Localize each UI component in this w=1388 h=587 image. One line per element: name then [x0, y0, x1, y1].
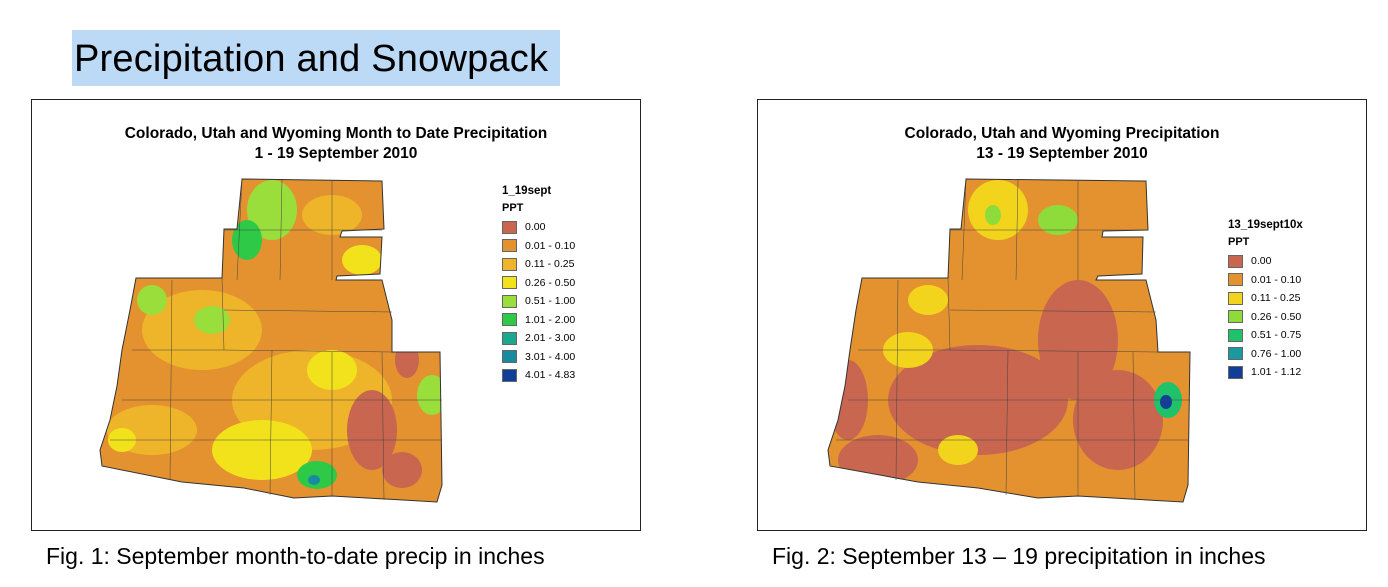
map-title-1-line1: Colorado, Utah and Wyoming Month to Date…	[124, 125, 548, 142]
legend-item: 2.01 - 3.00	[502, 329, 575, 348]
legend-swatch	[502, 294, 517, 308]
legend-item: 0.51 - 1.00	[502, 292, 575, 311]
legend-label: 0.01 - 0.10	[1251, 273, 1302, 286]
legend-swatch	[502, 350, 517, 364]
legend-1: 1_19sept PPT 0.00 0.01 - 0.10 0.11 - 0.25 0…	[502, 182, 575, 385]
legend-1-ppt: PPT	[502, 202, 524, 214]
legend-swatch	[1228, 291, 1243, 305]
legend-item: 0.00	[502, 218, 575, 237]
caption-fig-2: Fig. 2: September 13 – 19 precipitation …	[772, 543, 1266, 569]
legend-label: 0.01 - 0.10	[525, 239, 576, 252]
legend-label: 0.11 - 0.25	[1251, 292, 1301, 305]
legend-swatch	[1228, 347, 1243, 361]
legend-label: 0.76 - 1.00	[1251, 347, 1302, 360]
legend-item: 0.01 - 0.10	[502, 237, 575, 256]
legend-item: 0.26 - 0.50	[1228, 308, 1303, 327]
map-title-2-line1: Colorado, Utah and Wyoming Precipitation	[904, 125, 1220, 142]
legend-label: 0.51 - 1.00	[525, 295, 576, 308]
map-title-1-line2: 1 - 19 September 2010	[254, 145, 418, 162]
legend-item: 1.01 - 2.00	[502, 311, 575, 330]
legend-swatch	[502, 276, 517, 290]
precipitation-map-1	[99, 178, 443, 503]
legend-label: 4.01 - 4.83	[525, 369, 576, 382]
legend-swatch	[502, 220, 517, 234]
legend-swatch	[1228, 365, 1243, 379]
legend-label: 1.01 - 1.12	[1251, 366, 1302, 379]
legend-swatch	[1228, 254, 1243, 268]
legend-swatch	[1228, 310, 1243, 324]
legend-item: 3.01 - 4.00	[502, 348, 575, 367]
legend-item: 0.01 - 0.10	[1228, 271, 1303, 290]
legend-1-field: 1_19sept	[502, 185, 552, 197]
legend-item: 0.51 - 0.75	[1228, 326, 1303, 345]
precipitation-map-2	[827, 178, 1191, 503]
legend-item: 0.11 - 0.25	[502, 255, 575, 274]
legend-item: 0.76 - 1.00	[1228, 345, 1303, 364]
legend-swatch	[502, 239, 517, 253]
map-panel-1: Colorado, Utah and Wyoming Month to Date…	[31, 99, 641, 531]
map-title-2-line2: 13 - 19 September 2010	[976, 145, 1148, 162]
legend-label: 0.00	[525, 221, 546, 234]
legend-2-ppt: PPT	[1228, 236, 1250, 248]
legend-item: 1.01 - 1.12	[1228, 363, 1303, 382]
legend-label: 0.26 - 0.50	[525, 276, 576, 289]
legend-swatch	[502, 313, 517, 327]
legend-item: 4.01 - 4.83	[502, 366, 575, 385]
legend-label: 2.01 - 3.00	[525, 332, 576, 345]
legend-2: 13_19sept10x PPT 0.00 0.01 - 0.10 0.11 - 0…	[1228, 216, 1303, 382]
legend-item: 0.11 - 0.25	[1228, 289, 1303, 308]
legend-swatch	[1228, 273, 1243, 287]
legend-label: 0.26 - 0.50	[1251, 310, 1302, 323]
legend-swatch	[502, 368, 517, 382]
map-title-1: Colorado, Utah and Wyoming Month to Date…	[32, 124, 640, 164]
legend-item: 0.26 - 0.50	[502, 274, 575, 293]
caption-fig-1: Fig. 1: September month-to-date precip i…	[46, 543, 545, 569]
legend-item: 0.00	[1228, 252, 1303, 271]
legend-label: 3.01 - 4.00	[525, 350, 576, 363]
legend-label: 0.51 - 0.75	[1251, 329, 1302, 342]
slide-title: Precipitation and Snowpack	[72, 30, 561, 86]
legend-swatch	[1228, 328, 1243, 342]
legend-2-field: 13_19sept10x	[1228, 219, 1303, 231]
legend-label: 0.00	[1251, 255, 1272, 268]
map-title-2: Colorado, Utah and Wyoming Precipitation…	[758, 124, 1366, 164]
legend-swatch	[502, 257, 517, 271]
legend-swatch	[502, 331, 517, 345]
legend-label: 0.11 - 0.25	[525, 258, 575, 271]
map-panel-2: Colorado, Utah and Wyoming Precipitation…	[757, 99, 1367, 531]
legend-label: 1.01 - 2.00	[525, 313, 576, 326]
